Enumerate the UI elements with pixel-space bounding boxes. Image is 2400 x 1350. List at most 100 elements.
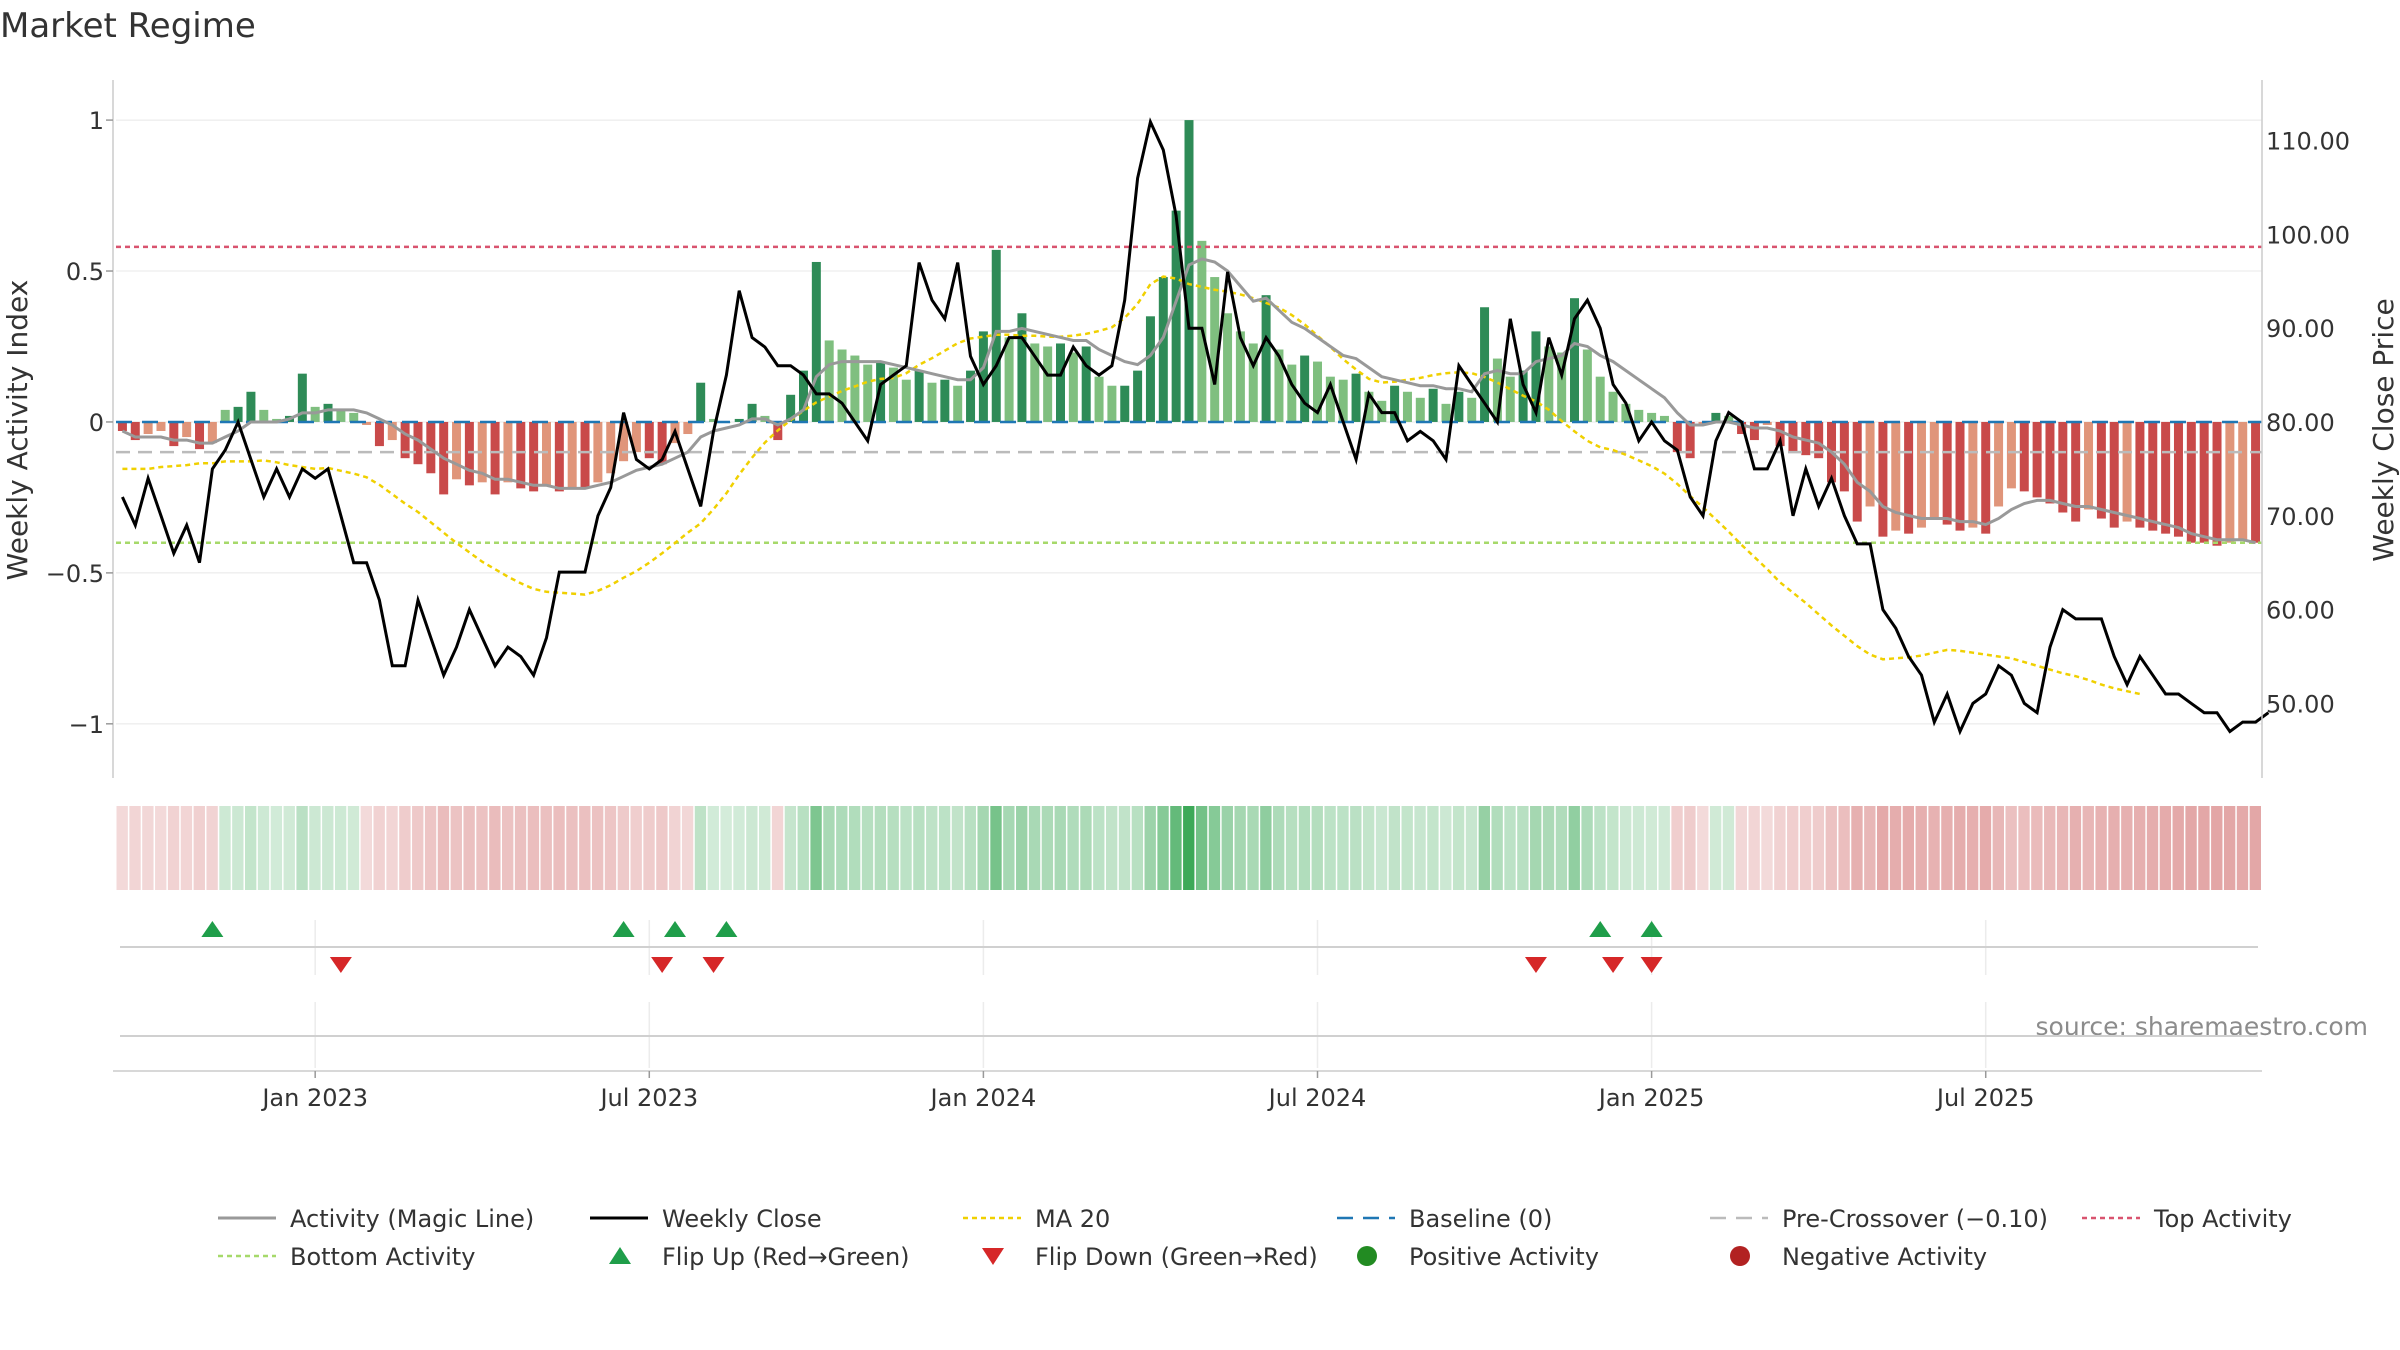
regime-strip-cell [283, 806, 295, 890]
regime-strip-cell [1093, 806, 1105, 890]
regime-strip-cell [926, 806, 938, 890]
activity-bar [657, 421, 667, 465]
activity-bar [1338, 379, 1348, 422]
activity-bar [837, 349, 847, 422]
regime-strip-cell [1465, 806, 1478, 890]
activity-bar [1261, 295, 1271, 422]
regime-strip-cell [180, 806, 193, 890]
activity-bar [1287, 364, 1297, 422]
magic-line [121, 257, 2256, 545]
activity-bar [1839, 421, 1849, 492]
activity-bar [580, 421, 590, 489]
regime-strip-cell [1876, 806, 1889, 890]
regime-strip-cell [1350, 806, 1362, 890]
y2-tick-label: 90.00 [2266, 315, 2335, 343]
activity-bar [1351, 373, 1361, 422]
regime-strip-cell [1452, 806, 1465, 890]
regime-strip-cell [2005, 806, 2017, 890]
regime-strip-cell [990, 806, 1002, 890]
regime-strip-cell [2146, 806, 2159, 890]
regime-strip-cell [514, 806, 527, 890]
activity-bar [1634, 409, 1644, 422]
regime-strip-cell [2223, 806, 2236, 890]
activity-bar [2109, 421, 2119, 528]
regime-strip-cell [502, 806, 514, 890]
activity-bar [246, 391, 256, 422]
activity-bar [1595, 376, 1605, 422]
activity-bar [207, 421, 217, 444]
activity-bar [272, 418, 282, 422]
regime-strip-cell [1658, 806, 1670, 890]
activity-bar [2199, 421, 2209, 543]
regime-strip-cell [1478, 806, 1490, 890]
regime-strip-cell [386, 806, 398, 890]
y2-tick-label: 100.00 [2266, 221, 2350, 249]
y-tick-label: 0.5 [66, 258, 104, 286]
regime-strip-cell [232, 806, 244, 890]
activity-bar [1801, 421, 1811, 456]
legend-label-precross: Pre-Crossover (−0.10) [1782, 1205, 2048, 1233]
activity-bar [529, 421, 539, 492]
regime-strip-cell [1568, 806, 1580, 890]
regime-strip-cell [1414, 806, 1426, 890]
activity-bar [349, 412, 359, 422]
activity-bar [1955, 421, 1965, 531]
activity-bar [619, 421, 629, 462]
regime-strip-cell [2069, 806, 2082, 890]
activity-bar [940, 379, 950, 422]
activity-bar [1685, 421, 1695, 459]
activity-bar [1043, 346, 1053, 422]
regime-strip-cell [360, 806, 373, 890]
regime-strip-cell [1195, 806, 1208, 890]
activity-bar [1145, 316, 1155, 422]
y-tick-label: 1 [89, 107, 104, 135]
regime-strip-cell [257, 806, 270, 890]
activity-bar [696, 382, 706, 422]
activity-bar [1570, 298, 1580, 422]
activity-bar [1762, 421, 1772, 425]
regime-strip-cell [1041, 806, 1054, 890]
ma20-line [122, 275, 2141, 696]
activity-bar [1133, 370, 1143, 422]
regime-strip-cell [823, 806, 835, 890]
regime-strip-cell [1260, 806, 1272, 890]
activity-bar [811, 261, 821, 422]
activity-bar [2032, 421, 2042, 498]
regime-strip-cell [630, 806, 642, 890]
activity-bar [541, 421, 551, 486]
regime-strip-cell [1619, 806, 1632, 890]
regime-strip-cell [424, 806, 437, 890]
activity-bar [2148, 421, 2158, 531]
regime-strip-cell [1080, 806, 1092, 890]
activity-bar [387, 421, 397, 441]
regime-strip-cell [463, 806, 475, 890]
activity-bar [117, 421, 127, 432]
regime-strip-cell [874, 806, 887, 890]
activity-bar [1248, 343, 1258, 422]
regime-strip-cell [1105, 806, 1118, 890]
regime-strip-cell [476, 806, 488, 890]
activity-bar [1505, 376, 1515, 422]
legend: Activity (Magic Line) Weekly Close MA 20 Ba… [218, 1205, 2292, 1271]
flip-up-marker [201, 921, 224, 937]
legend-label-negative: Negative Activity [1782, 1243, 1987, 1271]
activity-bar [1428, 388, 1438, 422]
activity-bar [1557, 352, 1567, 422]
regime-strip-cell [142, 806, 154, 890]
regime-strip-cell [784, 806, 797, 890]
activity-bar [1325, 376, 1335, 422]
regime-strip-cell [2095, 806, 2107, 890]
regime-strip-cell [1157, 806, 1169, 890]
regime-strip-cell [656, 806, 668, 890]
regime-strip-cell [951, 806, 964, 890]
regime-strip-cell [1709, 806, 1722, 890]
regime-strip-cell [669, 806, 681, 890]
x-tick-label: Jul 2024 [1267, 1084, 1367, 1112]
activity-bar [1480, 307, 1490, 422]
activity-bar [644, 421, 654, 459]
regime-strip-cell [1221, 806, 1233, 890]
regime-strip-cell [848, 806, 861, 890]
regime-strip-cell [1311, 806, 1323, 890]
activity-bar [747, 403, 757, 422]
activity-bar [1749, 421, 1759, 441]
